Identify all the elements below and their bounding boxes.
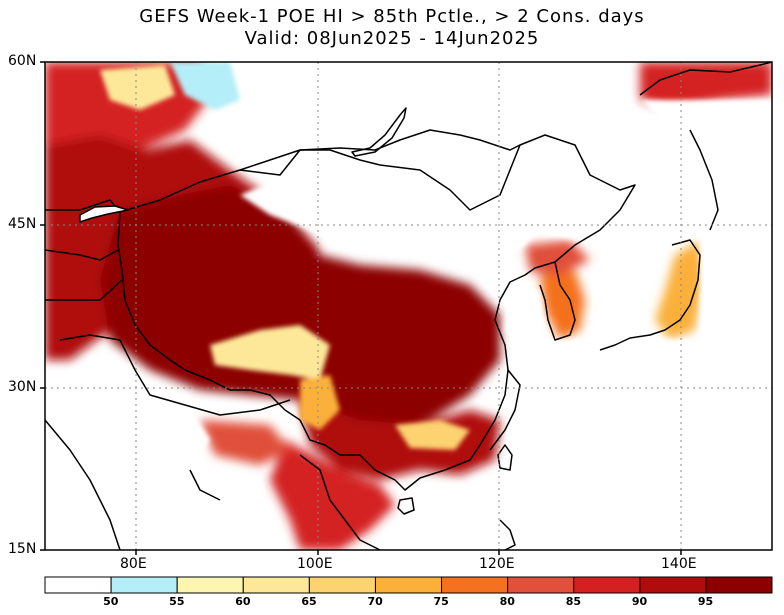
- lake-balkhash: [79, 205, 129, 223]
- colorbar-swatch: [374, 576, 443, 594]
- map-subtitle: Valid: 08Jun2025 - 14Jun2025: [244, 28, 540, 49]
- lon-label-80e: 80E: [120, 556, 147, 572]
- colorbar-swatch: [573, 576, 641, 594]
- colorbar-label: 80: [499, 595, 515, 608]
- patch-bay-of-bengal-white: [175, 490, 270, 550]
- lat-label-15n: 15N: [8, 541, 37, 557]
- field-india-ne: [200, 420, 290, 465]
- coast-japan: [599, 239, 701, 351]
- colorbar-swatch: [705, 576, 773, 594]
- patch-mongolia-cyan: [170, 62, 240, 110]
- field-south-china: [300, 400, 500, 480]
- colorbar-label: 50: [103, 595, 119, 608]
- patch-yellow-sea-white: [505, 290, 545, 345]
- coast-china-se: [489, 369, 521, 451]
- patch-manchuria-white: [460, 90, 640, 240]
- lat-label-45n: 45N: [8, 216, 37, 232]
- coast-hainan: [397, 497, 415, 515]
- lake-baikal: [351, 107, 407, 157]
- colorbar-label: 95: [697, 595, 714, 608]
- patch-okhotsk-white: [640, 100, 772, 180]
- colorbar-label: 90: [631, 595, 648, 608]
- axis-ticks: [40, 61, 682, 555]
- india-border: [119, 339, 291, 416]
- field-ne-corner: [640, 62, 772, 110]
- colorbar-label: 85: [565, 595, 582, 608]
- field-southeast-asia: [270, 440, 395, 550]
- coast-indochina: [299, 454, 381, 551]
- lon-label-140e: 140E: [661, 556, 697, 572]
- lat-label-30n: 30N: [8, 379, 37, 395]
- patch-japan-sea-white: [600, 180, 772, 340]
- patch-sichuan-yellow: [210, 325, 330, 380]
- patch-mongolia-white: [240, 150, 540, 260]
- colorbar-label: 65: [301, 595, 317, 608]
- coast-russia-ne: [639, 61, 773, 96]
- patch-pacific-white: [505, 340, 772, 550]
- lat-label-60n: 60N: [8, 53, 37, 69]
- field-japan: [655, 240, 705, 340]
- patch-russia-yellow: [100, 65, 175, 110]
- coast-philippines: [499, 519, 516, 551]
- coast-korea: [539, 261, 576, 341]
- lon-label-100e: 100E: [297, 556, 333, 572]
- colorbar-swatch: [176, 576, 244, 594]
- map-title: GEFS Week-1 POE HI > 85th Pctle., > 2 Co…: [139, 6, 645, 27]
- colorbar-swatch: [242, 576, 310, 594]
- patch-india-white: [45, 375, 210, 550]
- colorbar: [44, 576, 773, 594]
- colorbar-label: 70: [367, 595, 383, 608]
- colorbar-swatch: [308, 576, 376, 594]
- lon-label-120e: 120E: [479, 556, 515, 572]
- colorbar-swatch: [110, 576, 178, 594]
- central-asia-borders: [44, 249, 123, 341]
- gridlines: [45, 62, 772, 550]
- plot-frame: [44, 61, 773, 551]
- coast-india: [44, 419, 221, 551]
- colorbar-swatch: [507, 576, 575, 594]
- colorbar-label: 75: [433, 595, 449, 608]
- colorbar-label: 60: [235, 595, 251, 608]
- colorbar-swatch: [44, 576, 112, 594]
- china-border: [117, 134, 636, 491]
- colorbar-swatch: [441, 576, 509, 594]
- mongolia-border: [239, 129, 521, 171]
- heatmap-field: [45, 62, 772, 550]
- colorbar-swatch: [639, 576, 707, 594]
- patch-yunnan-orange: [300, 375, 340, 430]
- coast-sakhalin: [689, 129, 719, 231]
- patch-guangdong: [395, 420, 470, 450]
- colorbar-label: 55: [169, 595, 185, 608]
